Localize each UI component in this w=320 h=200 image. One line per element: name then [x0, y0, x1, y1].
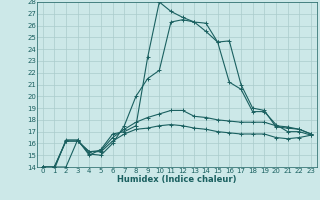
X-axis label: Humidex (Indice chaleur): Humidex (Indice chaleur) [117, 175, 236, 184]
